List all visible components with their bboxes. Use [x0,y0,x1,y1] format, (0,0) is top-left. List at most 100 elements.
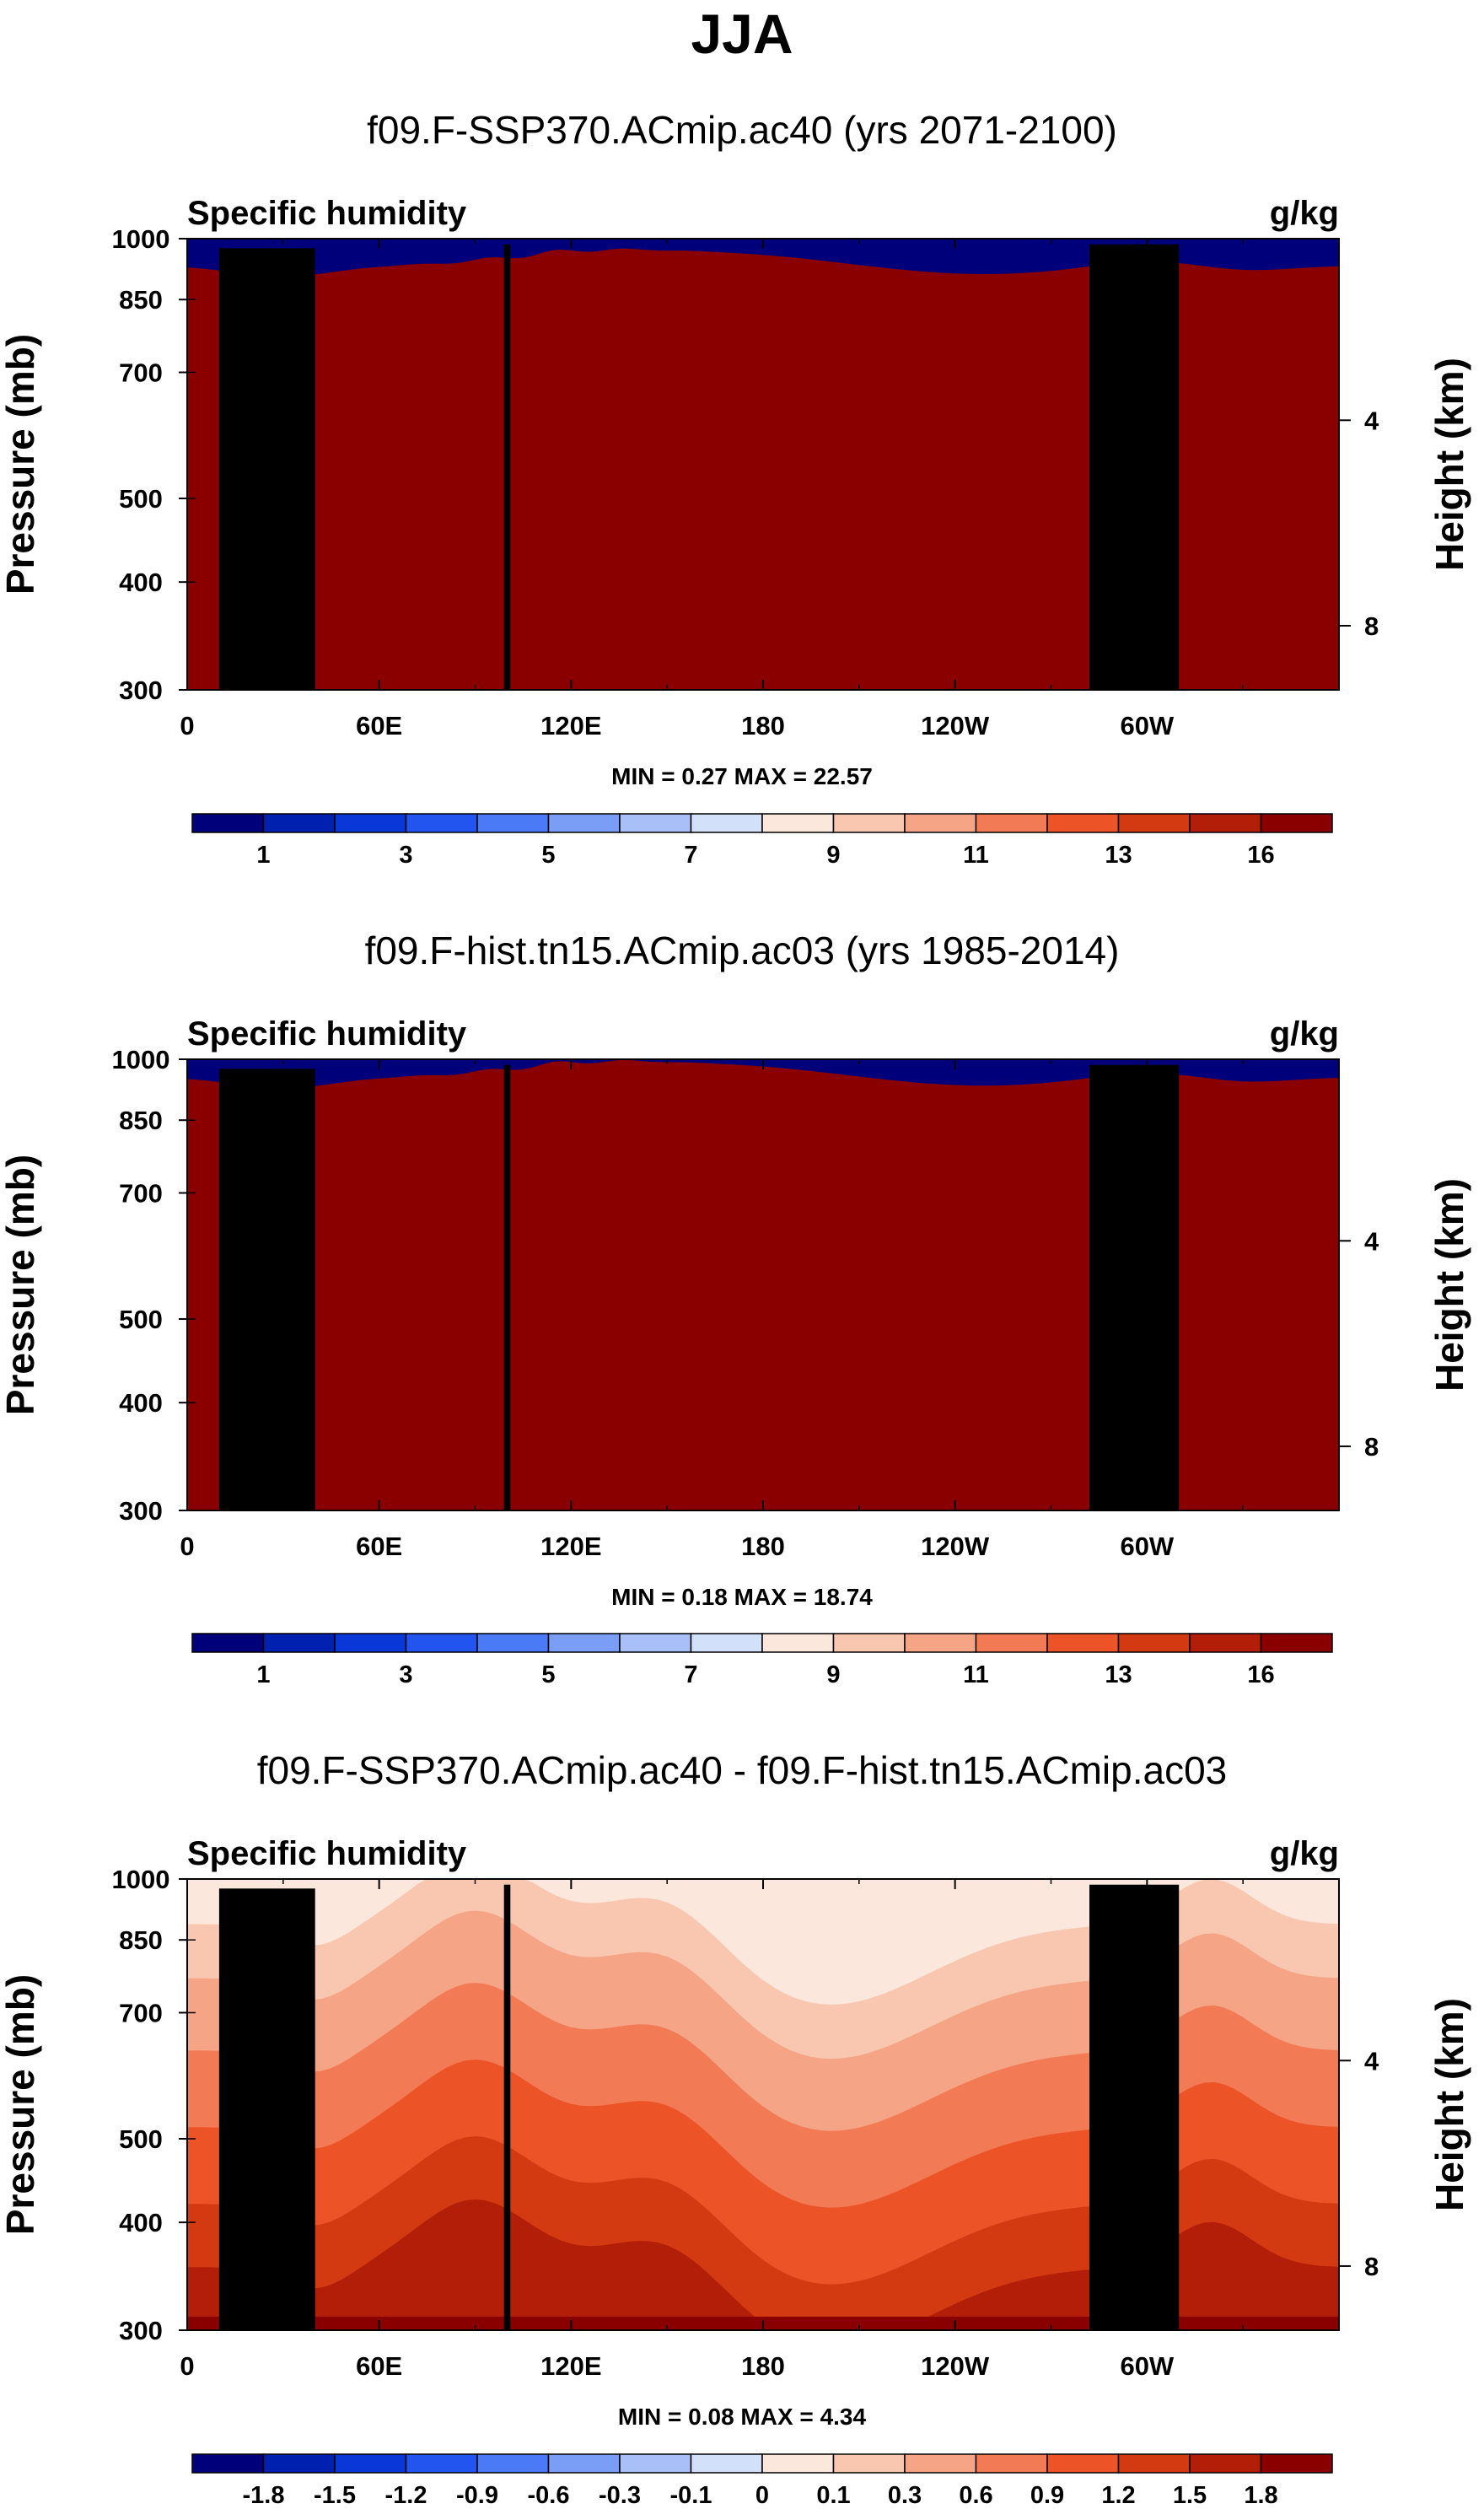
y-tick-label: 700 [119,1178,163,1208]
y-tick-label: 1000 [112,1865,170,1894]
colorbar-box [1260,2453,1333,2474]
variable-label: Specific humidity [187,195,467,232]
topography-block [503,244,511,690]
colorbar-box [975,813,1048,833]
colorbar-box [1117,2453,1191,2474]
topography [218,1884,1180,2330]
colorbar-box [1189,813,1262,833]
colorbar-label: 5 [541,842,555,869]
colorbar-box [547,2453,621,2474]
colorbar-label: 0.1 [816,2482,850,2509]
height-tick-label: 8 [1364,611,1379,641]
y-axis-title-right: Height (km) [1428,358,1471,571]
colorbar-box [262,1633,336,1653]
colorbar-box [832,813,906,833]
y-tick-label: 1000 [112,1045,170,1074]
y-axis-title-right: Height (km) [1428,1178,1471,1392]
colorbar-label: 0.3 [888,2482,922,2509]
x-tick-label: 180 [741,1532,785,1561]
colorbar-box [761,813,835,833]
height-tick-label: 8 [1364,2252,1379,2281]
colorbar-label: 0.9 [1030,2482,1064,2509]
colorbar-label: 1.2 [1101,2482,1135,2509]
colorbar-label: 11 [963,842,989,869]
x-tick-label: 60W [1120,2351,1174,2381]
colorbar-label: 7 [684,842,697,869]
units-label: g/kg [1270,1835,1339,1872]
y-tick-label: 700 [119,358,163,387]
minmax-text: MIN = 0.08 MAX = 4.34 [618,2404,867,2430]
colorbar-box [761,2453,835,2474]
topography-block [503,1884,511,2330]
colorbar-label: 9 [826,1661,840,1688]
minmax-text: MIN = 0.27 MAX = 22.57 [611,763,873,789]
x-tick-label: 0 [180,1532,194,1561]
x-tick-label: 120E [540,2351,601,2381]
height-tick-label: 8 [1364,1432,1379,1462]
colorbar-box [832,1633,906,1653]
x-tick-label: 60W [1120,1532,1174,1561]
colorbar-box [1046,1633,1120,1653]
topography-block [280,1918,296,2330]
y-tick-label: 850 [119,1106,163,1135]
colorbar-label: 3 [399,842,412,869]
y-tick-label: 400 [119,1388,163,1418]
y-axis-title: Pressure (mb) [0,1155,42,1415]
y-axis-title: Pressure (mb) [0,1974,42,2235]
topography [218,244,1180,690]
x-tick-label: 60E [356,1532,402,1561]
height-tick-label: 4 [1364,406,1379,435]
colorbar-box [1260,1633,1333,1653]
variable-label: Specific humidity [187,1835,467,1872]
colorbar-label: -1.2 [385,2482,427,2509]
topography-block [1089,1064,1180,1510]
y-tick-label: 850 [119,1925,163,1955]
colorbar-label: -1.5 [314,2482,356,2509]
colorbar-box [1189,2453,1262,2474]
y-tick-label: 700 [119,1998,163,2027]
colorbar-box [904,2453,977,2474]
colorbar-box [405,813,478,833]
colorbar-box [405,2453,478,2474]
colorbar-label: 7 [684,1661,697,1688]
colorbar-box [690,1633,763,1653]
x-tick-label: 180 [741,2351,785,2381]
colorbar [191,2453,1333,2474]
colorbar-label: 11 [963,1661,989,1688]
colorbar-label: 16 [1247,1661,1274,1688]
x-tick-label: 0 [180,2351,194,2381]
colorbar-box [690,813,763,833]
colorbar-label: 13 [1105,1661,1132,1688]
contour-band [187,248,1339,690]
colorbar-box [975,1633,1048,1653]
x-tick-label: 180 [741,711,785,740]
colorbar-box [1046,813,1120,833]
x-tick-label: 120W [921,1532,990,1561]
y-tick-label: 500 [119,484,163,514]
colorbar-box [191,2453,265,2474]
colorbar [191,813,1333,833]
colorbar-label: 16 [1247,842,1274,869]
colorbar-box [1117,1633,1191,1653]
y-tick-label: 500 [119,1305,163,1334]
panel-title: f09.F-hist.tn15.ACmip.ac03 (yrs 1985-201… [365,929,1120,972]
colorbar-box [476,2453,550,2474]
y-tick-label: 1000 [112,224,170,254]
colorbar-label: -1.8 [243,2482,285,2509]
colorbar-box [619,1633,692,1653]
topography-block [1089,244,1180,690]
y-tick-label: 300 [119,676,163,705]
colorbar-box [547,813,621,833]
colorbar-box [191,813,265,833]
height-tick-label: 4 [1364,1226,1379,1256]
colorbar-label: 5 [541,1661,555,1688]
colorbar-box [761,1633,835,1653]
colorbar-label: 1.8 [1244,2482,1277,2509]
x-tick-label: 60E [356,2351,402,2381]
page-title: JJA [691,3,793,65]
colorbar-label: -0.1 [670,2482,712,2509]
variable-label: Specific humidity [187,1015,467,1053]
y-tick-label: 300 [119,1496,163,1526]
height-tick-label: 4 [1364,2046,1379,2076]
panel-title: f09.F-SSP370.ACmip.ac40 - f09.F-hist.tn1… [257,1748,1228,1792]
